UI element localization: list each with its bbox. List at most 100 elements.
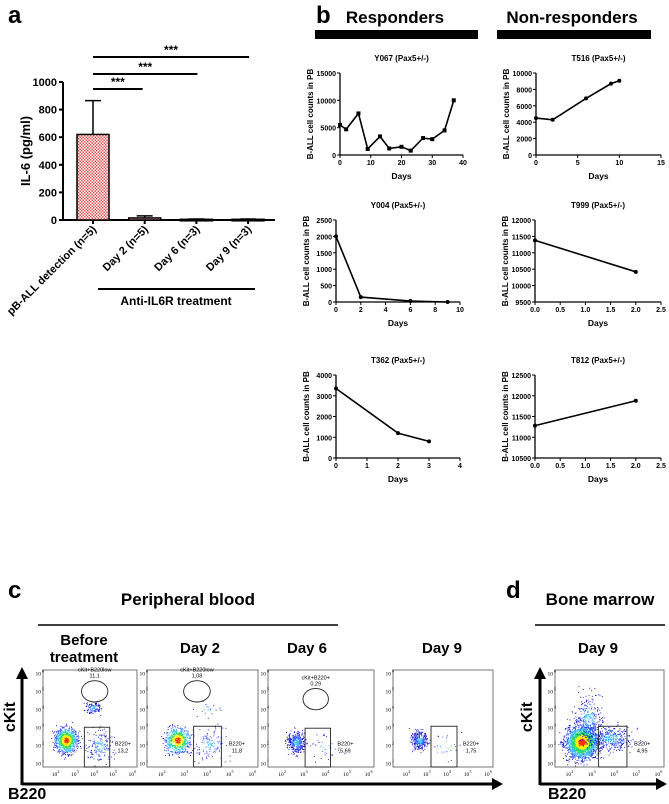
event-dot [63, 734, 65, 736]
event-dot [417, 734, 419, 736]
event-dot [61, 733, 63, 734]
event-dot [416, 740, 418, 742]
x-tick-label: 0.0 [530, 307, 540, 314]
event-dot [172, 735, 174, 737]
arrow-right-icon [492, 778, 503, 790]
event-dot [290, 741, 291, 743]
event-dot [291, 753, 293, 755]
event-dot [56, 737, 58, 739]
event-dot [207, 732, 209, 734]
event-dot [300, 745, 302, 747]
event-dot [418, 738, 420, 740]
event-dot [582, 744, 584, 746]
event-dot [167, 734, 169, 736]
event-dot [177, 743, 179, 745]
event-dot [181, 748, 182, 750]
event-dot [55, 740, 57, 742]
chart-title: Y004 (Pax5+/-) [371, 201, 426, 210]
event-dot [577, 747, 579, 749]
event-dot [572, 751, 573, 752]
event-dot [602, 736, 603, 738]
event-dot [167, 741, 169, 743]
event-dot [577, 740, 578, 742]
event-dot [164, 749, 166, 751]
event-dot [296, 737, 298, 739]
event-dot [182, 744, 184, 746]
x-tick-label: 0 [334, 463, 338, 470]
event-dot [100, 741, 102, 743]
event-dot [591, 727, 592, 729]
event-dot [59, 731, 61, 733]
data-point [609, 81, 613, 86]
event-dot [571, 738, 573, 740]
event-dot [65, 736, 67, 738]
event-dot [593, 732, 594, 734]
event-dot [572, 747, 574, 749]
event-dot [203, 709, 205, 711]
event-dot [576, 756, 578, 757]
event-dot [300, 741, 302, 743]
event-dot [580, 750, 581, 752]
event-dot [99, 708, 101, 710]
event-dot [575, 740, 576, 742]
event-dot [295, 734, 297, 736]
y-tick-label: 10 [386, 761, 392, 767]
event-dot [66, 742, 68, 744]
event-dot [187, 745, 189, 747]
y-tick-exp: 5 [267, 687, 269, 692]
event-dot [66, 746, 68, 748]
event-dot [181, 738, 182, 740]
event-dot [59, 737, 61, 739]
event-dot [578, 753, 580, 755]
event-dot [91, 707, 93, 709]
event-dot [188, 752, 190, 754]
event-dot [58, 738, 60, 740]
event-dot [71, 740, 73, 742]
event-dot [577, 738, 579, 740]
y-tick-label: 1000 [316, 267, 332, 274]
event-dot [423, 739, 425, 741]
event-dot [560, 740, 562, 742]
event-dot [70, 744, 72, 746]
event-dot [100, 738, 102, 740]
event-dot [293, 753, 295, 755]
event-dot [591, 745, 593, 747]
event-dot [70, 735, 72, 737]
event-dot [593, 746, 595, 748]
event-dot [290, 744, 292, 746]
x-tick-label: 0 [534, 160, 538, 167]
event-dot [212, 745, 214, 747]
event-dot [569, 745, 571, 747]
event-dot [579, 750, 581, 752]
event-dot [107, 737, 109, 739]
event-dot [589, 731, 591, 733]
event-dot [72, 741, 74, 743]
event-dot [91, 745, 93, 746]
event-dot [583, 734, 585, 736]
event-dot [295, 736, 297, 738]
event-dot [595, 742, 597, 744]
event-dot [583, 739, 585, 741]
x-tick-label: 2.0 [631, 463, 641, 470]
y-tick-label: 1000 [316, 435, 332, 442]
event-dot [61, 744, 63, 746]
event-dot [61, 737, 63, 739]
event-dot [179, 749, 181, 751]
event-dot [68, 735, 70, 737]
event-dot [176, 732, 177, 733]
event-dot [585, 737, 587, 739]
x-tick-label: 10 [203, 772, 209, 778]
event-dot [295, 742, 297, 744]
event-dot [70, 732, 72, 734]
event-dot [64, 744, 66, 746]
event-dot [560, 743, 562, 745]
event-dot [179, 745, 181, 747]
event-dot [69, 740, 71, 742]
y-tick-label: 1000 [33, 77, 57, 89]
event-dot [582, 754, 584, 756]
event-dot [88, 713, 90, 715]
event-dot [69, 737, 71, 739]
event-dot [105, 763, 107, 765]
event-dot [583, 747, 585, 749]
event-dot [62, 745, 64, 747]
